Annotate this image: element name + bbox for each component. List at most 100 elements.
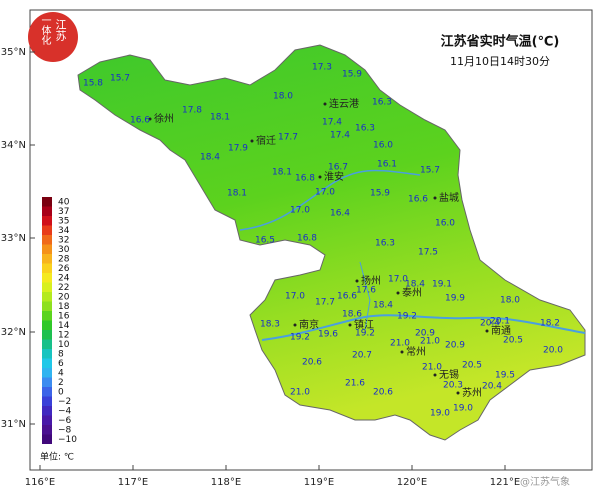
legend-label: 0 (58, 387, 64, 397)
city-dot (293, 323, 297, 327)
station-temp: 15.9 (342, 70, 362, 80)
city-name: 苏州 (462, 386, 482, 399)
city-name: 连云港 (329, 97, 359, 110)
station-temp: 15.8 (83, 79, 103, 89)
station-temp: 16.6 (408, 195, 428, 205)
legend-swatch (42, 206, 52, 216)
legend-swatch (42, 330, 52, 340)
legend-label: 37 (58, 207, 69, 217)
lon-label: 121°E (490, 477, 520, 488)
legend-label: −6 (58, 416, 72, 426)
city-dot (433, 196, 437, 200)
station-temp: 20.5 (503, 336, 523, 346)
legend-label: −4 (58, 406, 72, 416)
station-temp: 20.9 (415, 329, 435, 339)
city-dot (456, 391, 460, 395)
legend-label: 26 (58, 264, 70, 274)
legend-swatch (42, 377, 52, 387)
station-temp: 16.0 (373, 141, 393, 151)
city-dot (348, 323, 352, 327)
legend-swatch (42, 244, 52, 254)
legend-swatch (42, 415, 52, 425)
legend-label: 22 (58, 283, 69, 293)
station-temp: 16.1 (377, 160, 397, 170)
lat-label: 35°N (1, 47, 26, 58)
station-temp: 17.6 (356, 286, 376, 296)
city-name: 徐州 (154, 112, 174, 125)
station-temp: 19.2 (397, 312, 417, 322)
legend-unit: 单位: ℃ (40, 451, 74, 463)
station-temp: 17.3 (312, 63, 332, 73)
legend-swatch (42, 387, 52, 397)
station-temp: 21.0 (422, 363, 442, 373)
station-temp: 21.0 (420, 337, 440, 347)
station-temp: 16.3 (355, 124, 375, 134)
city-name: 南通 (491, 324, 511, 337)
city-dot (396, 291, 400, 295)
station-temp: 19.5 (495, 371, 515, 381)
station-temp: 16.7 (328, 163, 348, 173)
legend-label: 30 (58, 245, 70, 255)
city-dot (250, 139, 254, 143)
station-temp: 16.6 (337, 292, 357, 302)
legend-label: 4 (58, 368, 64, 378)
legend-swatch (42, 273, 52, 283)
lat-label: 32°N (1, 327, 26, 338)
station-temp: 20.0 (543, 346, 563, 356)
legend-swatch (42, 396, 52, 406)
station-temp: 20.7 (352, 351, 372, 361)
station-temp: 20.3 (443, 381, 463, 391)
city-name: 无锡 (439, 368, 459, 381)
station-temp: 18.4 (200, 153, 220, 163)
station-temp: 16.5 (255, 236, 275, 246)
station-temp: 15.7 (420, 166, 440, 176)
lon-label: 116°E (25, 477, 55, 488)
legend-label: 2 (58, 378, 64, 388)
station-temp: 20.4 (482, 382, 502, 392)
station-temp: 17.4 (322, 118, 342, 128)
station-temp: 17.7 (315, 298, 335, 308)
city-dot (433, 373, 437, 377)
station-temp: 21.6 (345, 379, 365, 389)
city-dot (318, 175, 322, 179)
legend-swatch (42, 197, 52, 207)
legend-label: 14 (58, 321, 70, 331)
station-temp: 17.0 (388, 275, 408, 285)
legend-label: 6 (58, 359, 64, 369)
station-temp: 19.1 (432, 280, 452, 290)
legend-swatch (42, 406, 52, 416)
logo-text: 江苏 (54, 19, 67, 42)
station-temp: 18.4 (373, 301, 393, 311)
station-temp: 15.9 (370, 189, 390, 199)
station-temp: 19.6 (318, 330, 338, 340)
station-temp: 20.1 (490, 317, 510, 327)
legend-swatch (42, 434, 52, 444)
station-temp: 19.2 (290, 333, 310, 343)
city-name: 扬州 (361, 274, 381, 287)
legend-swatch (42, 368, 52, 378)
station-temp: 18.6 (342, 310, 362, 320)
station-temp: 20.6 (373, 388, 393, 398)
station-temp: 19.0 (453, 404, 473, 414)
lat-label: 34°N (1, 140, 26, 151)
legend-swatch (42, 282, 52, 292)
station-temp: 18.0 (273, 92, 293, 102)
city-name: 镇江 (354, 318, 374, 331)
legend-label: 8 (58, 349, 64, 359)
logo-text: 一体化 (39, 15, 51, 45)
station-temp: 17.0 (285, 292, 305, 302)
station-temp: 16.6 (130, 116, 150, 126)
legend-swatch (42, 339, 52, 349)
lon-label: 118°E (211, 477, 241, 488)
legend-swatch (42, 320, 52, 330)
legend-swatch (42, 358, 52, 368)
title: 江苏省实时气温(℃) (441, 34, 560, 50)
river (261, 314, 586, 341)
legend-swatch (42, 425, 52, 435)
legend-label: 28 (58, 254, 70, 264)
legend-label: 35 (58, 216, 69, 226)
legend-label: 20 (58, 292, 70, 302)
legend-label: 40 (58, 197, 70, 207)
legend-label: 10 (58, 340, 70, 350)
legend-swatch (42, 216, 52, 226)
